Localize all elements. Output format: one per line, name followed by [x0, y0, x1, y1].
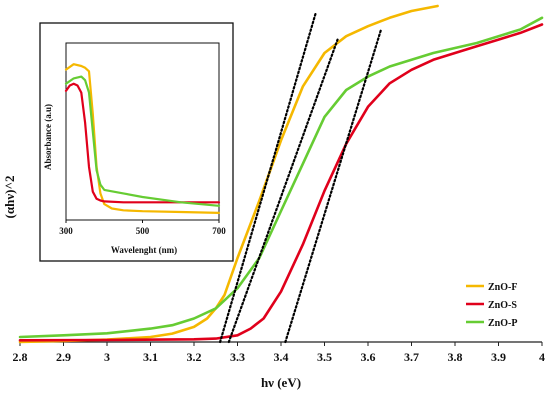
inset-chart: 300 500 700: [39, 22, 234, 262]
inset-frame: [39, 22, 234, 262]
legend: ZnO-F ZnO-S ZnO-P: [466, 282, 517, 329]
inset-x-tick-label: 500: [136, 226, 150, 236]
tangent-line-3: [284, 28, 383, 344]
x-tick-label: 3.9: [491, 350, 506, 364]
x-axis-title: hν (eV): [261, 375, 301, 390]
x-tick-label: 3.6: [361, 350, 376, 364]
inset-x-tick-label: 700: [212, 226, 226, 236]
series-line-zno-p: [18, 16, 544, 339]
x-tick-label: 2.8: [13, 350, 28, 364]
series-line-zno-f: [18, 4, 439, 344]
x-tick-label: 3: [104, 350, 110, 364]
legend-label: ZnO-P: [488, 318, 517, 329]
legend-label: ZnO-F: [488, 282, 517, 293]
x-tick-label: 4: [539, 350, 545, 364]
x-tick-label: 3.7: [404, 350, 419, 364]
legend-label: ZnO-S: [488, 300, 517, 311]
x-tick-label: 3.2: [187, 350, 202, 364]
inset-y-axis-title: Absorbance (a.u): [43, 104, 53, 170]
main-plot: 2.8 2.9 3 3.1 3.2 3.3 3.4 3.5 3.6 3.7 3.8 3.9 4: [13, 4, 545, 364]
inset-x-axis-title: Wavelenght (nm): [111, 245, 177, 255]
x-tick-label: 3.8: [448, 350, 463, 364]
x-tick-label: 3.5: [317, 350, 332, 364]
series-line-zno-s: [18, 23, 544, 342]
y-axis-title: (αhν)^2: [2, 175, 17, 218]
x-tick-label: 3.4: [274, 350, 289, 364]
inset-series-line-3: [64, 75, 221, 207]
inset-x-tick-label: 300: [59, 226, 73, 236]
inset-series-line-2: [64, 82, 221, 204]
x-tick-label: 2.9: [56, 350, 71, 364]
tangent-line-1: [219, 11, 317, 344]
x-tick-label: 3.3: [230, 350, 245, 364]
x-tick-label: 3.1: [143, 350, 158, 364]
tangent-line-2: [227, 38, 339, 344]
